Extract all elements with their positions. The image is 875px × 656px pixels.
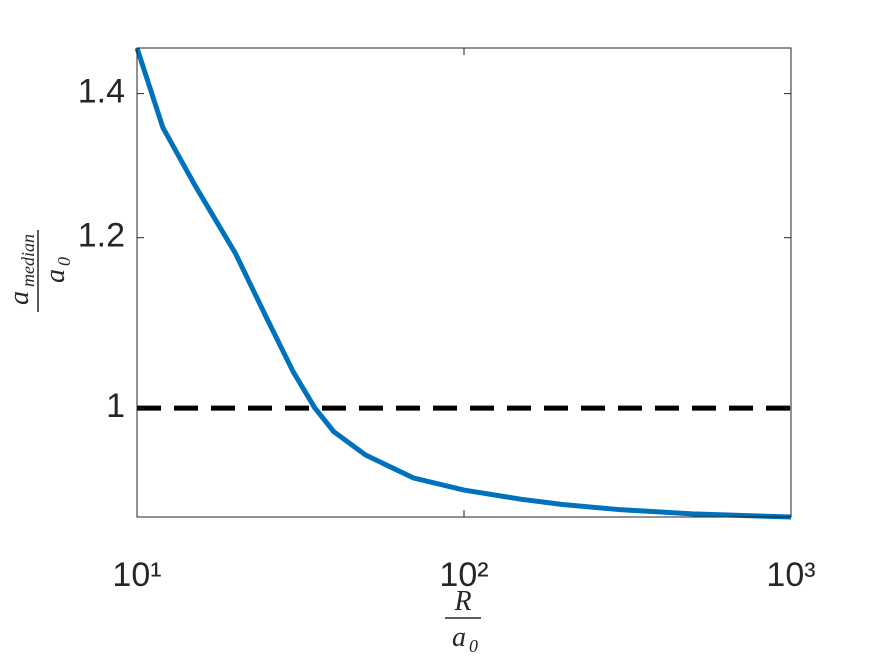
x-tick-label: 10²: [439, 556, 488, 594]
data-line: [134, 47, 792, 520]
y-tick-label: 1.2: [78, 217, 125, 255]
y-label: a median a 0: [4, 230, 74, 312]
y-tick-label: 1.4: [78, 73, 125, 111]
x-tick-label: 10¹: [112, 556, 161, 594]
x-label: R a 0: [445, 586, 481, 656]
x-label-denominator-subscript: 0: [469, 636, 478, 656]
y-label-numerator: a: [4, 291, 35, 305]
y-label-denominator-subscript: 0: [54, 257, 74, 266]
x-label-numerator: R: [453, 586, 471, 617]
y-tick-label: 1: [106, 387, 125, 425]
x-label-denominator: a: [452, 622, 466, 653]
x-tick-label: 10³: [766, 556, 815, 594]
y-label-numerator-subscript: median: [18, 234, 38, 287]
y-label-denominator: a: [40, 269, 71, 283]
